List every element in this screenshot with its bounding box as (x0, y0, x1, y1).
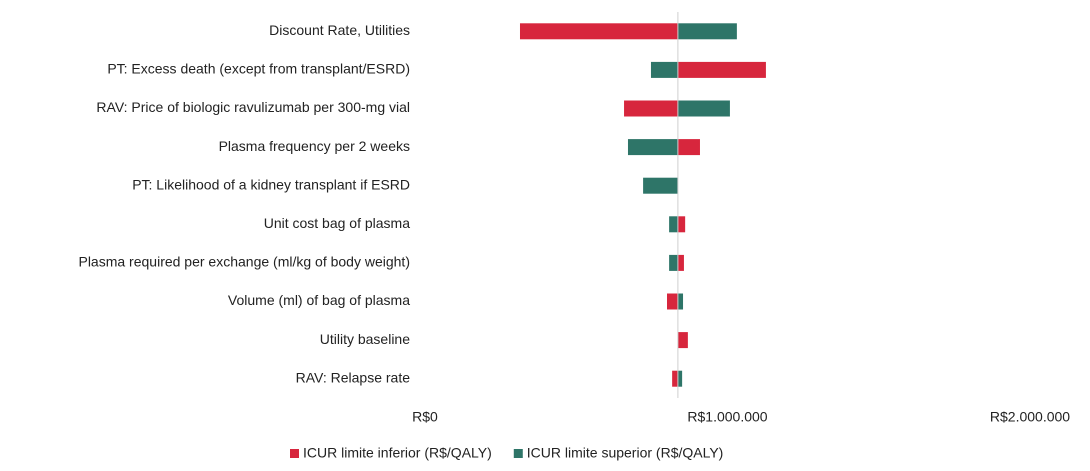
category-label: RAV: Price of biologic ravulizumab per 3… (96, 99, 410, 115)
bar (677, 216, 686, 233)
bar (677, 23, 737, 40)
legend-label: ICUR limite inferior (R$/QALY) (303, 445, 492, 461)
bar (677, 61, 766, 78)
legend-swatch (513, 449, 523, 458)
bar (650, 61, 678, 78)
x-tick-label: R$2.000.000 (990, 409, 1070, 425)
x-tick-label: R$1.000.000 (687, 409, 767, 425)
legend-swatch (290, 449, 299, 458)
bar (677, 139, 700, 156)
category-label: Utility baseline (320, 331, 410, 347)
bar (624, 100, 678, 117)
category-label: PT: Likelihood of a kidney transplant if… (132, 176, 410, 192)
category-label: Discount Rate, Utilities (269, 22, 410, 38)
legend-label: ICUR limite superior (R$/QALY) (527, 445, 724, 461)
bar (677, 293, 684, 310)
bar (677, 254, 684, 271)
category-label: Plasma required per exchange (ml/kg of b… (78, 254, 410, 270)
category-label: Unit cost bag of plasma (264, 215, 411, 231)
bar (627, 139, 678, 156)
category-label: Plasma frequency per 2 weeks (219, 138, 410, 154)
bar (672, 370, 678, 387)
bar (677, 370, 683, 387)
category-label: Volume (ml) of bag of plasma (228, 292, 410, 308)
bar (677, 100, 730, 117)
bar (519, 23, 678, 40)
category-label: PT: Excess death (except from transplant… (107, 61, 410, 77)
x-tick-label: R$0 (412, 409, 438, 425)
category-label: RAV: Relapse rate (296, 369, 411, 385)
bar (669, 216, 678, 233)
bar (667, 293, 678, 310)
bar (643, 177, 678, 194)
bar (669, 254, 678, 271)
bar (677, 332, 688, 349)
